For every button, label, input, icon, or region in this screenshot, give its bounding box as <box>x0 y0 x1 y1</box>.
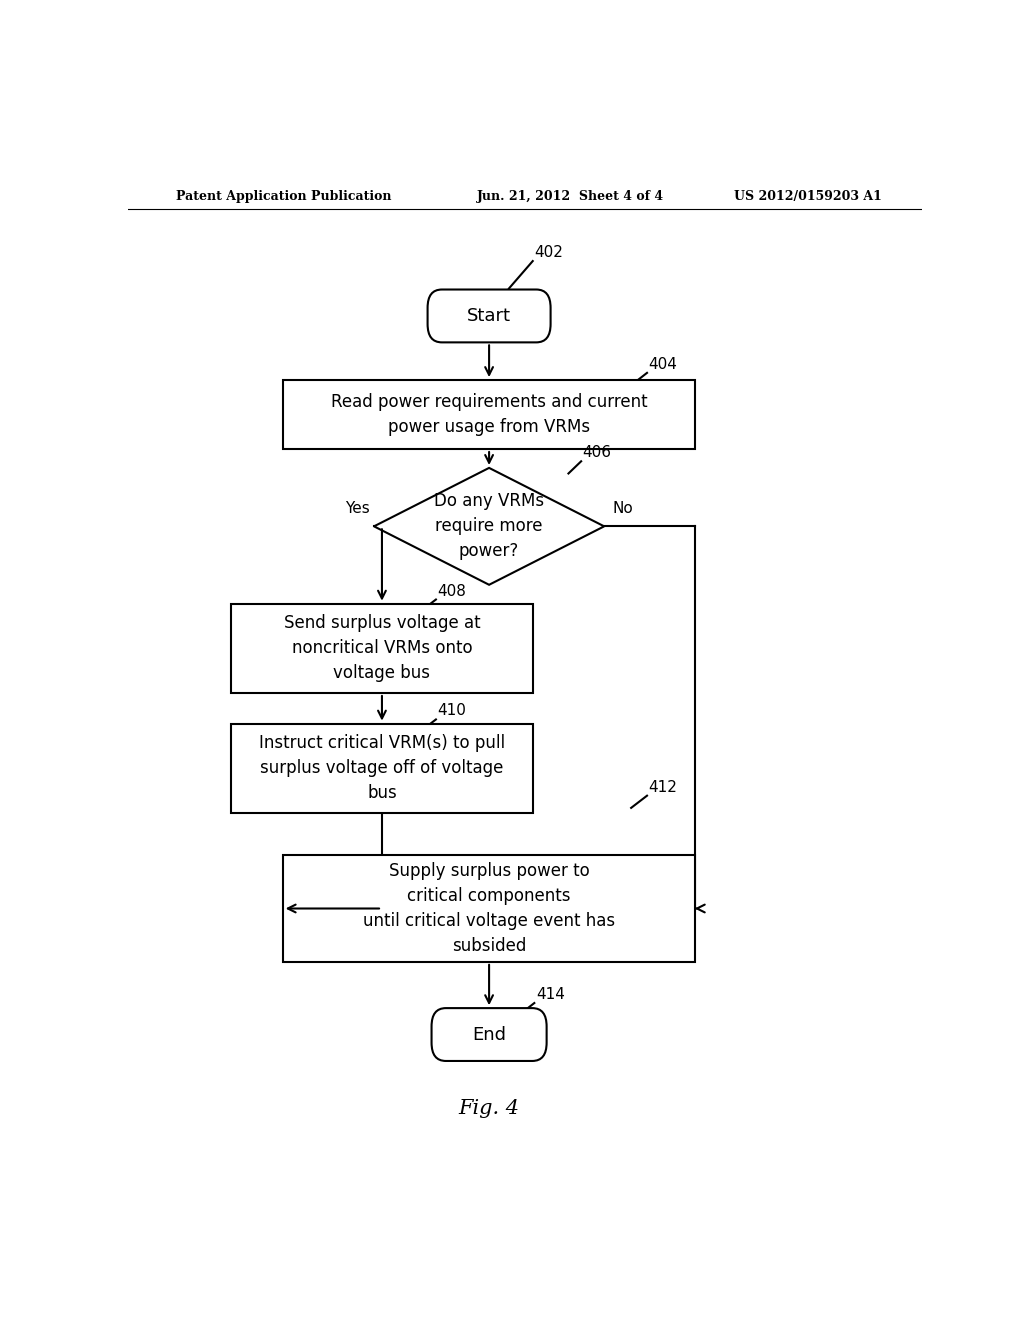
Polygon shape <box>374 467 604 585</box>
Text: Fig. 4: Fig. 4 <box>459 1100 519 1118</box>
Text: Instruct critical VRM(s) to pull
surplus voltage off of voltage
bus: Instruct critical VRM(s) to pull surplus… <box>259 734 505 803</box>
Text: Yes: Yes <box>345 502 370 516</box>
Bar <box>231 723 532 813</box>
Text: End: End <box>472 1026 506 1044</box>
Text: Supply surplus power to
critical components
until critical voltage event has
sub: Supply surplus power to critical compone… <box>364 862 615 954</box>
Text: Read power requirements and current
power usage from VRMs: Read power requirements and current powe… <box>331 393 647 436</box>
Text: 406: 406 <box>583 445 611 461</box>
Text: US 2012/0159203 A1: US 2012/0159203 A1 <box>734 190 882 202</box>
Text: 408: 408 <box>437 583 466 598</box>
Bar <box>283 855 695 962</box>
FancyBboxPatch shape <box>431 1008 547 1061</box>
FancyBboxPatch shape <box>428 289 551 342</box>
Text: No: No <box>612 502 633 516</box>
Text: Start: Start <box>467 308 511 325</box>
Text: 412: 412 <box>648 780 678 795</box>
Text: Do any VRMs
require more
power?: Do any VRMs require more power? <box>434 492 544 560</box>
Text: 414: 414 <box>536 987 565 1002</box>
Text: 404: 404 <box>648 356 678 372</box>
Text: Patent Application Publication: Patent Application Publication <box>176 190 391 202</box>
Text: 402: 402 <box>535 246 563 260</box>
Text: Jun. 21, 2012  Sheet 4 of 4: Jun. 21, 2012 Sheet 4 of 4 <box>477 190 665 202</box>
Text: 410: 410 <box>437 704 466 718</box>
Text: Send surplus voltage at
noncritical VRMs onto
voltage bus: Send surplus voltage at noncritical VRMs… <box>284 614 480 682</box>
Bar <box>283 380 695 449</box>
Bar <box>231 603 532 693</box>
